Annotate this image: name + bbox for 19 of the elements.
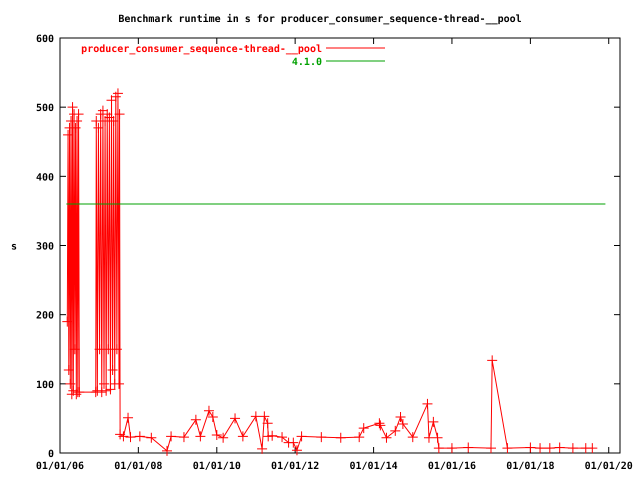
chart-title: Benchmark runtime in s for producer_consumer_sequence-thread-__pool [118, 13, 522, 25]
y-tick-label: 600 [36, 34, 54, 45]
y-tick-label: 400 [36, 172, 54, 184]
y-tick-label: 300 [36, 242, 54, 252]
x-tick-label: 01/01/12 [271, 461, 320, 472]
x-tick-label: 01/01/08 [114, 461, 162, 472]
y-tick-label: 500 [36, 103, 54, 114]
x-tick-label: 01/01/14 [350, 461, 398, 472]
x-tick-label: 01/01/10 [192, 461, 241, 472]
x-tick-label: 01/01/18 [506, 461, 554, 472]
text: 4.1.0 [292, 57, 322, 68]
x-tick-label: 01/01/06 [36, 461, 84, 472]
y-tick-label: 100 [36, 380, 54, 391]
y-tick-label: 200 [36, 310, 54, 322]
x-tick-label: 01/01/20 [584, 461, 633, 472]
text: producer_consumer_sequence-thread-__pool [81, 44, 322, 55]
x-tick-label: 01/01/16 [428, 461, 476, 472]
y-axis-title: s [10, 242, 18, 252]
y-tick-label: 0 [48, 449, 54, 460]
